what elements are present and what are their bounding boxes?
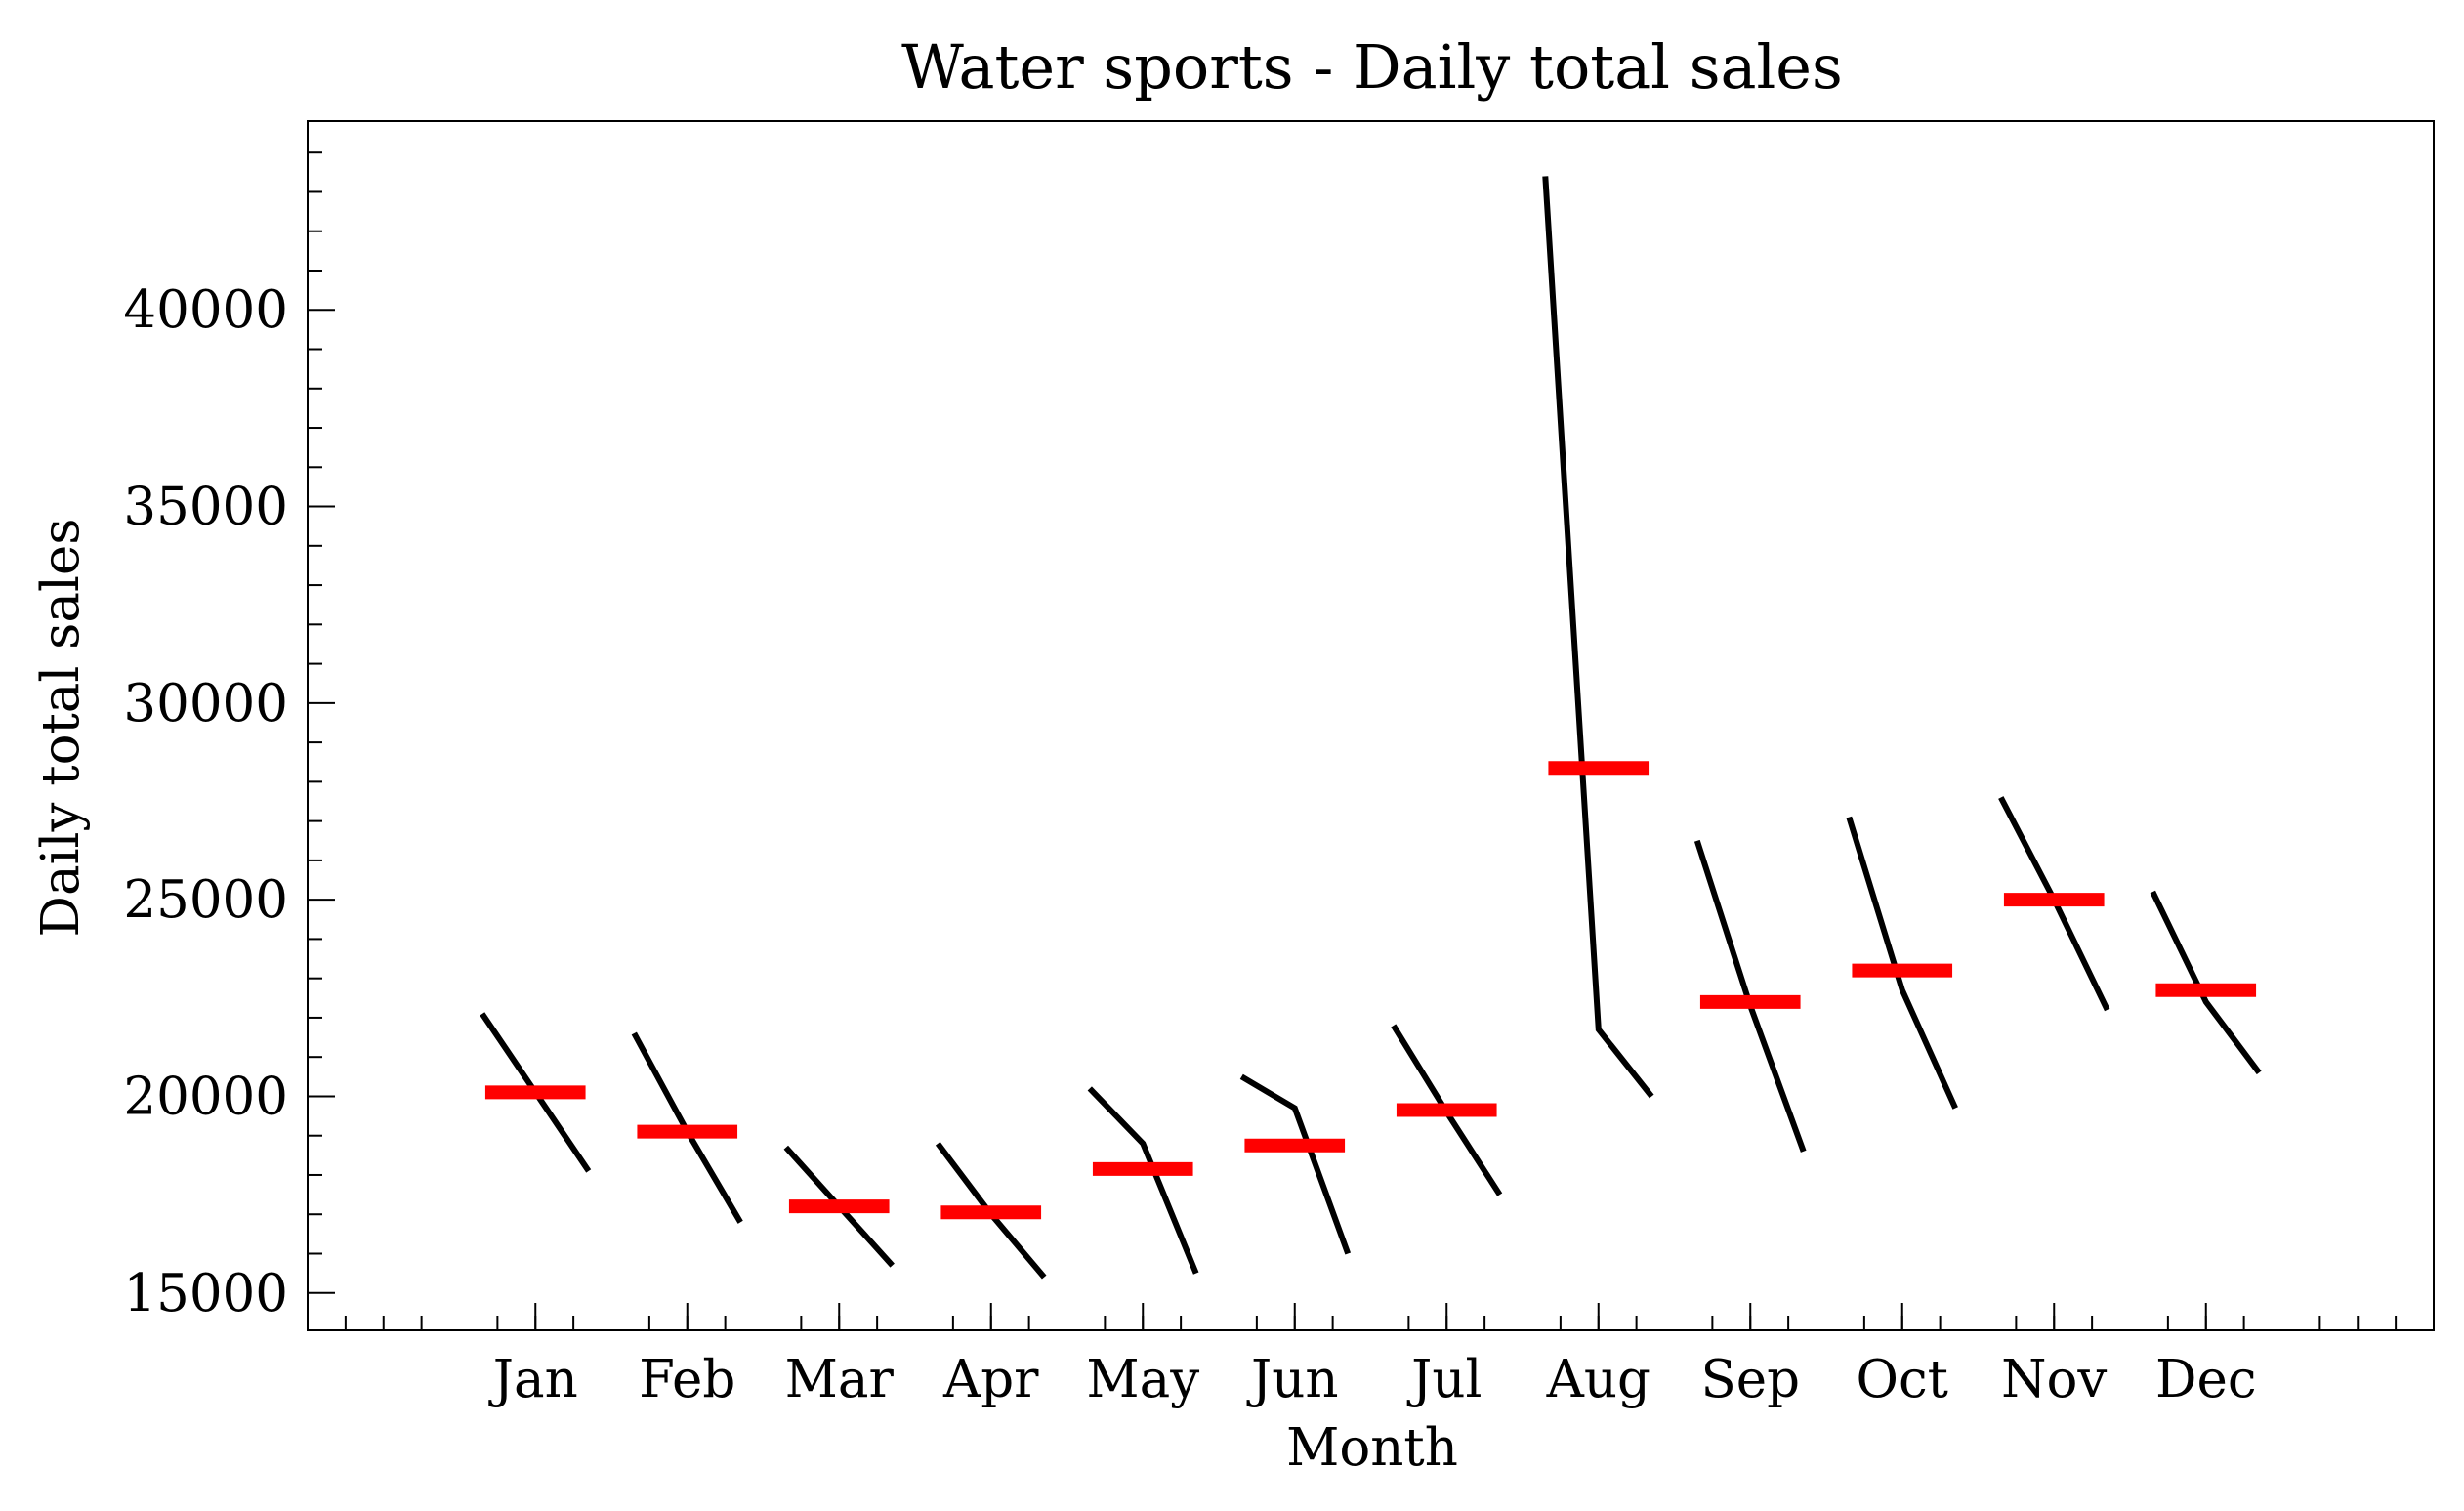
x-tick-label-oct: Oct [1857,1350,1948,1409]
x-tick-label-apr: Apr [942,1350,1039,1409]
y-tick-label: 35000 [123,478,288,537]
x-tick-label-feb: Feb [639,1350,735,1409]
subseries-line-jun [1239,1073,1352,1255]
x-tick-label-jan: Jan [488,1350,578,1409]
x-tick-label-nov: Nov [2001,1350,2107,1409]
x-tick-label-dec: Dec [2155,1350,2257,1409]
y-tick-label: 30000 [123,674,288,734]
x-tick-label-sep: Sep [1700,1350,1800,1409]
y-tick-label: 20000 [123,1067,288,1126]
x-tick-label-aug: Aug [1546,1350,1650,1409]
chart-title: Water sports - Daily total sales [901,31,1843,103]
x-tick-label-jun: Jun [1246,1350,1339,1409]
y-tick-label: 40000 [123,280,288,340]
y-tick-label: 25000 [123,870,288,930]
x-tick-label-jul: Jul [1406,1350,1482,1409]
y-axis-label: Daily total sales [31,519,91,938]
plot-area: 15000 20000 25000 30000 35000 40000 Jan Feb Mar A… [123,120,2435,1409]
y-tick-label: 15000 [123,1264,288,1323]
x-tick-label-may: May [1086,1350,1199,1409]
subseries-line-aug [1542,176,1654,1099]
plot-frame [307,120,2435,1331]
subseries-line-oct [1846,816,1958,1110]
subseries-line-may [1087,1086,1199,1275]
x-axis-label: Month [1286,1418,1458,1478]
subseries-line-dec [2150,890,2262,1075]
x-tick-label-mar: Mar [785,1350,895,1409]
